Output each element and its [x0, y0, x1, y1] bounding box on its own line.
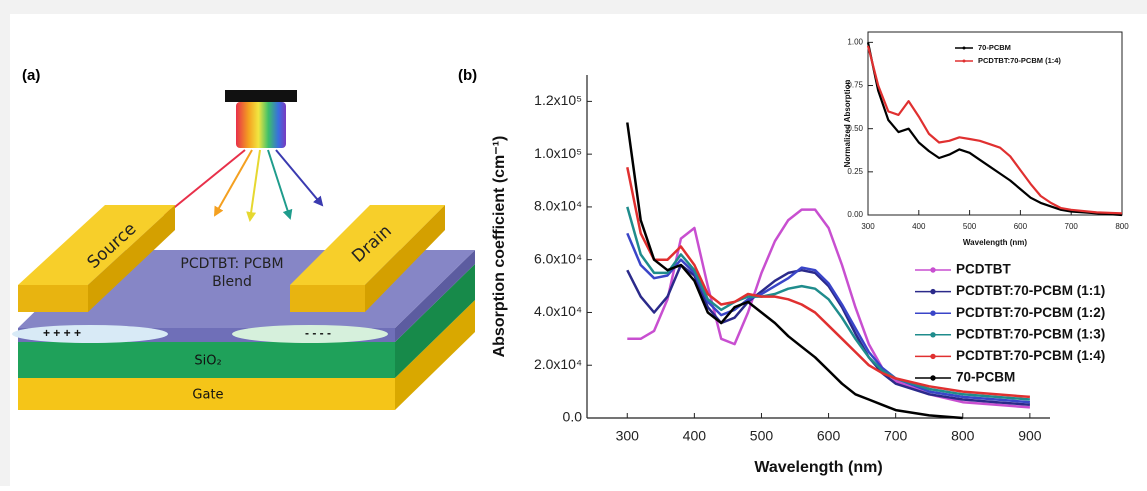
- legend-label: 70-PCBM: [978, 43, 1011, 52]
- legend-marker: [930, 332, 935, 337]
- y-tick-label: 0.0: [563, 409, 583, 425]
- dielectric-label: SiO₂: [194, 354, 221, 369]
- source-front: [18, 285, 88, 312]
- legend-label: 70-PCBM: [956, 370, 1015, 385]
- x-tick-label: 700: [884, 428, 908, 444]
- y-tick-label: 2.0x10⁴: [534, 356, 582, 372]
- legend-marker: [963, 47, 966, 50]
- panel-label: (b): [458, 67, 477, 84]
- x-axis-title: Wavelength (nm): [963, 238, 1027, 247]
- x-tick-label: 400: [683, 428, 707, 444]
- x-tick-label: 600: [1014, 222, 1028, 231]
- legend-marker: [930, 267, 935, 272]
- left-band: [0, 0, 10, 486]
- legend-label: PCDTBT:70-PCBM (1:3): [956, 326, 1105, 341]
- drain-front: [290, 285, 365, 312]
- x-tick-label: 500: [750, 428, 774, 444]
- y-tick-label: 6.0x10⁴: [534, 250, 582, 266]
- legend-label: PCDTBT:70-PCBM (1:4): [956, 348, 1105, 363]
- y-tick-label: 8.0x10⁴: [534, 198, 582, 214]
- lamp-body: [236, 102, 286, 148]
- legend-label: PCDTBT:70-PCBM (1:4): [978, 56, 1061, 65]
- x-tick-label: 700: [1065, 222, 1079, 231]
- legend-label: PCDTBT:70-PCBM (1:2): [956, 305, 1105, 320]
- x-tick-label: 500: [963, 222, 977, 231]
- panel-label: (a): [22, 67, 40, 84]
- gate-label: Gate: [192, 388, 223, 403]
- legend-marker: [930, 375, 935, 380]
- legend-label: PCDTBT: [956, 262, 1011, 277]
- x-tick-label: 600: [817, 428, 841, 444]
- x-tick-label: 300: [616, 428, 640, 444]
- x-axis-title: Wavelength (nm): [754, 459, 882, 476]
- y-tick-label: 1.00: [847, 37, 863, 46]
- legend-marker: [963, 60, 966, 63]
- lamp-head: [225, 90, 297, 102]
- y-tick-label: 1.0x10⁵: [534, 145, 582, 161]
- legend-marker: [930, 289, 935, 294]
- hole-channel: [12, 325, 168, 343]
- figure: (a) Source Drain PCDTBT: PCBM Blend + + …: [0, 0, 1147, 486]
- y-tick-label: 0.00: [847, 210, 863, 219]
- top-band: [0, 0, 1147, 14]
- legend-marker: [930, 311, 935, 316]
- x-tick-label: 400: [912, 222, 926, 231]
- active-label: PCDTBT: PCBM: [180, 256, 283, 272]
- x-tick-label: 900: [1018, 428, 1042, 444]
- y-axis-title: Normalized Absorption: [843, 80, 852, 168]
- y-axis-title: Absorption coefficient (cm⁻¹): [491, 136, 508, 358]
- x-tick-label: 300: [861, 222, 875, 231]
- active-label: Blend: [212, 274, 252, 290]
- legend-marker: [930, 354, 935, 359]
- y-tick-label: 1.2x10⁵: [534, 92, 582, 108]
- electron-signs: - - - -: [305, 326, 331, 340]
- x-tick-label: 800: [951, 428, 975, 444]
- x-tick-label: 800: [1115, 222, 1129, 231]
- hole-signs: + + + +: [43, 326, 81, 340]
- y-tick-label: 4.0x10⁴: [534, 303, 582, 319]
- legend-label: PCDTBT:70-PCBM (1:1): [956, 283, 1105, 298]
